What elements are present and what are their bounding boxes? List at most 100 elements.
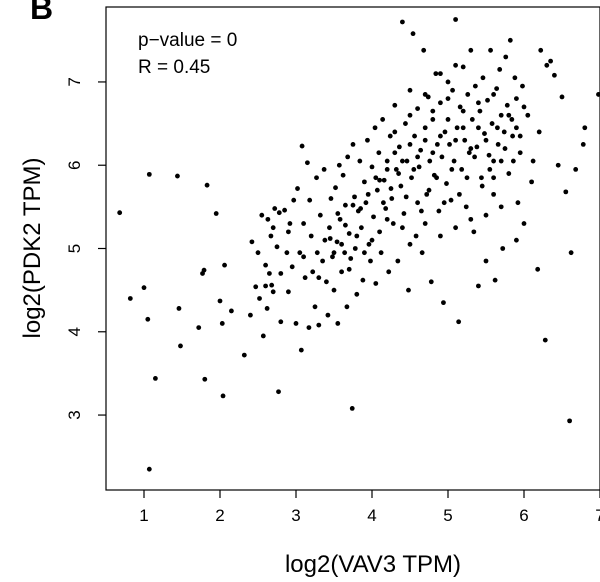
y-axis-label: log2(PDK2 TPM) [19, 158, 46, 339]
data-point [307, 197, 313, 203]
data-point [282, 207, 287, 213]
data-point [514, 237, 519, 243]
data-point [416, 164, 422, 170]
data-point [345, 154, 351, 160]
data-point [343, 202, 348, 208]
data-point [498, 204, 504, 210]
data-point [485, 97, 490, 103]
data-point [483, 212, 489, 218]
data-point [502, 146, 508, 151]
data-point [422, 137, 428, 143]
data-point [415, 200, 420, 206]
data-point [153, 376, 158, 381]
data-point [515, 200, 521, 206]
data-point [328, 196, 334, 201]
data-point [365, 191, 371, 197]
data-point [517, 150, 523, 156]
data-point [426, 187, 432, 193]
data-point [509, 117, 515, 122]
data-point [559, 94, 565, 100]
data-point [269, 282, 275, 288]
data-point [438, 71, 443, 77]
data-point [500, 246, 506, 251]
data-point [316, 322, 322, 328]
data-point [407, 87, 413, 93]
data-point [175, 173, 180, 179]
data-point [253, 284, 259, 290]
data-point [521, 104, 527, 110]
data-point [362, 250, 367, 256]
data-point [117, 210, 123, 216]
data-point [314, 175, 319, 181]
data-point [316, 275, 322, 281]
data-point [492, 277, 498, 283]
data-point [360, 277, 366, 283]
x-tick-label: 5 [443, 506, 452, 525]
data-point [337, 216, 343, 222]
data-point [333, 185, 338, 191]
data-point [381, 200, 386, 206]
data-point [286, 289, 291, 295]
data-point [498, 112, 504, 118]
data-point [460, 64, 466, 70]
data-point [407, 112, 413, 118]
data-point [462, 137, 468, 143]
data-point [302, 275, 308, 281]
data-point [327, 236, 333, 241]
data-point [291, 197, 297, 203]
data-point [445, 96, 451, 102]
data-point [419, 250, 425, 256]
data-point [369, 164, 375, 170]
data-point [444, 181, 449, 186]
data-point [544, 62, 550, 68]
data-point [448, 197, 454, 203]
x-tick-label: 4 [367, 506, 376, 525]
data-point [538, 47, 544, 53]
data-point [368, 258, 373, 264]
data-point [428, 279, 434, 285]
data-point [441, 200, 447, 206]
data-point [460, 108, 466, 114]
y-axis: 3 4 5 6 7 [65, 77, 106, 420]
data-point [536, 129, 542, 135]
data-point [255, 250, 261, 256]
y-tick-label: 5 [65, 244, 84, 253]
data-point [427, 158, 433, 164]
data-point [343, 222, 348, 228]
data-point [465, 92, 471, 97]
data-point [580, 142, 586, 147]
data-point [354, 291, 360, 297]
data-point [474, 144, 480, 150]
data-point [514, 96, 519, 102]
data-point [494, 86, 500, 92]
data-point [506, 171, 512, 176]
annotation-r-value: R = 0.45 [138, 57, 210, 78]
data-point [276, 210, 282, 216]
data-point [331, 287, 337, 293]
data-point [396, 144, 402, 150]
data-point [260, 333, 266, 339]
data-point [146, 466, 152, 472]
data-point [306, 325, 312, 331]
data-point [567, 418, 572, 424]
data-point [510, 133, 515, 139]
data-point [422, 221, 428, 226]
data-point [464, 175, 470, 181]
data-point [400, 225, 405, 231]
data-point [346, 231, 352, 236]
data-point [384, 216, 390, 222]
data-point [436, 208, 442, 214]
data-point [482, 131, 487, 136]
data-point [418, 147, 424, 153]
data-point [320, 258, 325, 264]
data-point [371, 214, 376, 220]
data-point [295, 186, 300, 191]
data-point [486, 152, 492, 158]
data-point [451, 158, 457, 164]
data-point [263, 283, 268, 289]
data-point [270, 225, 276, 231]
data-point [335, 321, 341, 326]
data-point [438, 233, 443, 239]
x-tick-label: 2 [215, 506, 224, 525]
data-point [348, 256, 354, 261]
